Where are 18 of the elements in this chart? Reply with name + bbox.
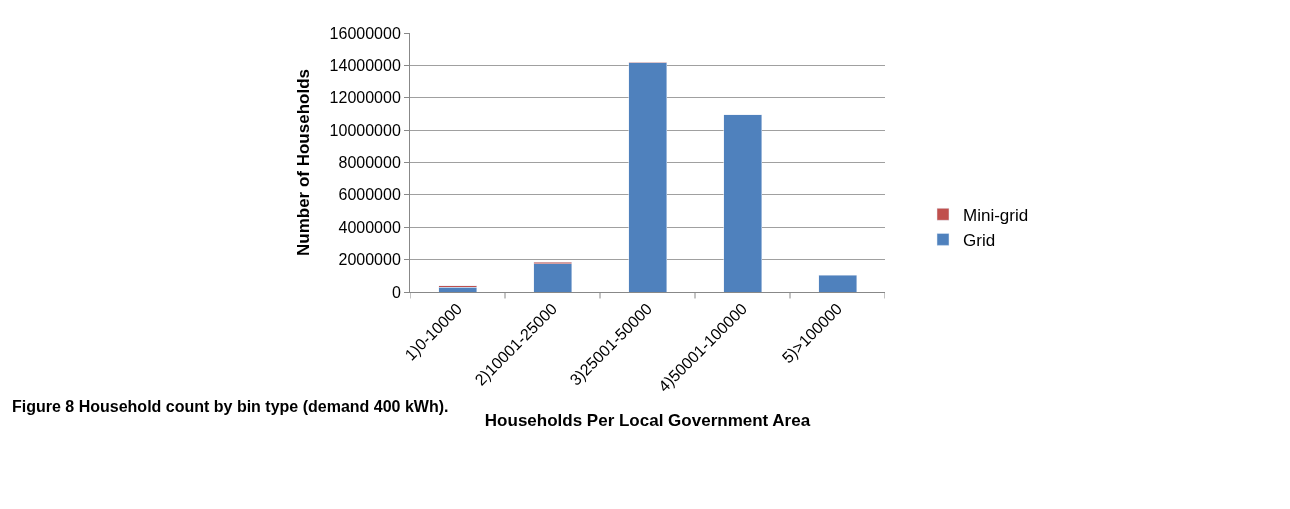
caption: Figure 8 Household count by bin type (demand 400 kWh).: [12, 398, 449, 415]
bar: [628, 62, 667, 292]
y-tick-label: 0: [391, 283, 401, 301]
y-axis-title: Number of Households: [294, 68, 314, 257]
y-tick-label: 14000000: [329, 56, 401, 74]
y-tick-label: 2000000: [338, 251, 401, 269]
bar: [818, 274, 857, 292]
x-axis-title: Households Per Local Government Area: [484, 411, 811, 431]
y-tick-label: 4000000: [338, 218, 401, 236]
bar: [533, 263, 572, 292]
y-tick-label: 6000000: [338, 186, 401, 204]
y-tick-label: 8000000: [338, 154, 401, 172]
y-tick-label: 10000000: [329, 121, 401, 139]
legend-label: Mini-grid: [963, 205, 1029, 225]
y-tick-label: 12000000: [329, 89, 401, 107]
y-tick-label: 16000000: [329, 24, 401, 42]
legend-label: Grid: [963, 231, 996, 251]
bar: [723, 114, 762, 292]
